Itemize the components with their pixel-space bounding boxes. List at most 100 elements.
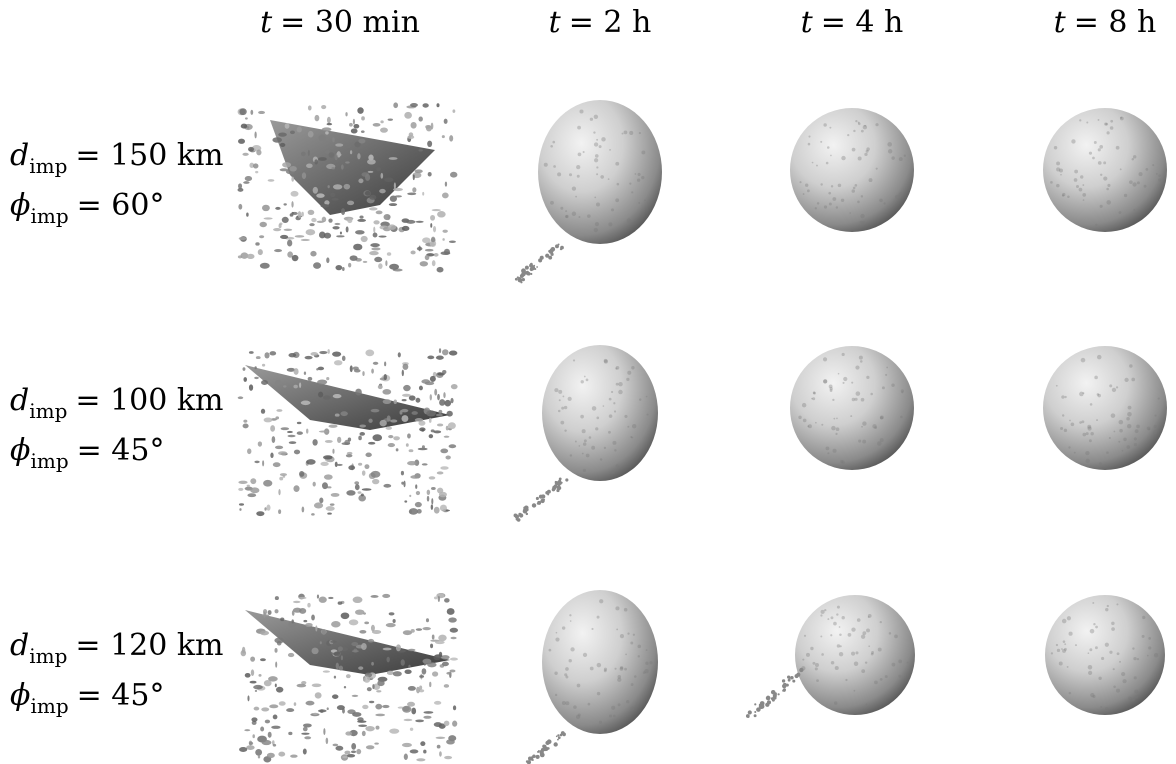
- surface-texture: [839, 633, 842, 637]
- debris-fragment: [259, 221, 267, 228]
- debris-fragment: [296, 683, 307, 688]
- debris-fragment: [313, 502, 324, 509]
- debris-fragment: [317, 709, 327, 713]
- surface-texture: [617, 703, 621, 707]
- surface-texture: [1079, 391, 1084, 397]
- surface-texture: [898, 192, 903, 197]
- debris-fragment: [299, 382, 302, 389]
- surface-texture: [550, 200, 554, 205]
- debris-fragment: [328, 596, 334, 600]
- debris-fragment: [386, 415, 391, 422]
- debris-fragment: [302, 723, 312, 728]
- debris-fragment: [250, 478, 257, 485]
- debris-fragment: [330, 640, 338, 644]
- surface-texture: [885, 373, 888, 376]
- debris-fragment: [358, 494, 366, 502]
- debris-fragment: [425, 618, 430, 623]
- debris-body: [245, 365, 450, 430]
- debris-fragment: [414, 169, 423, 174]
- debris-fragment: [263, 479, 273, 487]
- surface-texture: [1099, 462, 1102, 465]
- surface-texture: [603, 358, 608, 363]
- surface-texture: [1092, 694, 1096, 699]
- debris-fragment: [281, 216, 289, 224]
- debris-fragment: [340, 164, 344, 170]
- surface-texture: [836, 613, 839, 616]
- debris-fragment: [258, 674, 262, 677]
- surface-texture: [583, 375, 586, 378]
- surface-texture: [1085, 458, 1090, 464]
- surface-texture: [799, 181, 802, 184]
- debris-fragment: [404, 111, 412, 119]
- sphere-render: [514, 100, 662, 284]
- surface-texture: [1050, 181, 1053, 184]
- debris-fragment: [422, 627, 431, 631]
- debris-fragment: [345, 674, 351, 679]
- d-symbol: d: [10, 383, 29, 418]
- ejecta-tail: [539, 752, 545, 758]
- surface-texture: [599, 599, 604, 604]
- surface-texture: [1148, 428, 1151, 431]
- debris-fragment: [415, 484, 418, 489]
- phi-value: = 45°: [77, 433, 165, 468]
- surface-texture: [829, 389, 833, 393]
- debris-fragment: [337, 601, 343, 605]
- surface-texture: [874, 680, 878, 685]
- surface-texture: [884, 694, 887, 698]
- debris-fragment: [351, 694, 359, 698]
- surface-texture: [1153, 424, 1157, 429]
- surface-texture: [830, 616, 834, 620]
- debris-fragment: [435, 640, 445, 645]
- sphere-render: [1043, 346, 1167, 470]
- debris-fragment: [293, 485, 300, 492]
- debris-fragment: [358, 666, 364, 670]
- surface-texture: [1110, 413, 1116, 418]
- surface-texture: [568, 659, 572, 663]
- surface-texture: [827, 452, 830, 455]
- surface-texture: [619, 667, 624, 671]
- debris-fragment: [274, 648, 278, 653]
- surface-texture: [1127, 412, 1132, 417]
- debris-fragment: [435, 736, 446, 740]
- surface-texture: [1136, 424, 1140, 429]
- surface-texture: [614, 667, 617, 670]
- debris-fragment: [410, 121, 417, 129]
- debris-fragment: [415, 491, 421, 496]
- surface-texture: [1133, 443, 1138, 447]
- debris-fragment: [351, 750, 357, 754]
- debris-fragment: [239, 508, 242, 511]
- surface-texture: [615, 464, 619, 468]
- surface-texture: [624, 667, 627, 671]
- debris-fragment: [417, 447, 428, 451]
- debris-fragment: [335, 662, 339, 670]
- surface-texture: [861, 669, 866, 674]
- sphere-render: [790, 108, 914, 232]
- debris-fragment: [442, 229, 448, 233]
- debris-fragment: [443, 248, 450, 255]
- debris-fragment: [436, 593, 445, 599]
- debris-fragment: [408, 449, 414, 453]
- surface-texture: [900, 415, 903, 419]
- surface-texture: [603, 669, 607, 673]
- debris-fragment: [448, 350, 458, 356]
- debris-fragment: [354, 484, 360, 491]
- debris-fragment: [238, 480, 248, 484]
- debris-fragment: [244, 176, 253, 182]
- ejecta-tail: [556, 485, 561, 490]
- ejecta-tail: [754, 703, 757, 706]
- debris-fragment: [450, 636, 457, 640]
- surface-texture: [1098, 676, 1102, 681]
- debris-fragment: [385, 426, 392, 430]
- debris-fragment: [360, 493, 364, 497]
- surface-texture: [1152, 164, 1155, 167]
- debris-fragment: [337, 646, 343, 652]
- debris-fragment: [331, 694, 339, 699]
- surface-texture: [598, 720, 603, 724]
- surface-texture: [562, 395, 565, 398]
- debris-fragment: [283, 385, 287, 388]
- debris-fragment: [340, 411, 348, 417]
- ejecta-tail: [546, 739, 552, 745]
- sphere: [790, 108, 914, 232]
- surface-texture: [1153, 653, 1159, 658]
- debris-fragment: [380, 127, 388, 133]
